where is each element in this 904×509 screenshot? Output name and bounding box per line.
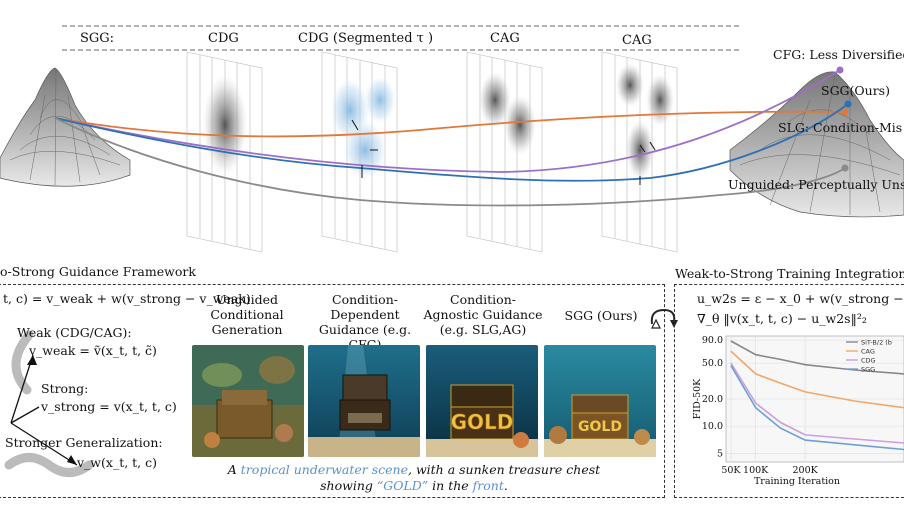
framework-equation: t, c) = v_weak + w(v_strong − v_weak) [3,291,251,306]
y-tick-label: 50.0 [702,358,723,369]
label-cfg: CFG: Less Diversified [773,47,904,62]
guidance-arrows [351,119,656,185]
caption-highlight-3: front [472,478,504,493]
series-line-sgg [730,365,904,451]
x-tick-label: 200K [792,465,818,476]
top-panel: SGG: CDG CDG (Segmented τ ) CAG CAG CFG:… [0,25,904,253]
label-slg: SLG: Condition-Mis [778,120,903,135]
column-head-slg: Condition-Agnostic Guidance (e.g. SLG,AG… [423,292,543,337]
endpoint-sgg [844,100,852,108]
weak-strong-arrows [4,330,94,477]
endpoint-cfg [836,66,844,74]
caption-text-5: . [503,478,508,493]
image-unguided [192,345,304,457]
caption-text-2: , with a sunken treasure chest [408,462,601,477]
x-axis-label: Training Iteration [754,476,840,487]
training-eq-2: ∇_θ ‖v(x_t, t, c) − u_w2s‖²₂ [697,311,867,326]
stage-label-cag-1: CAG [490,31,520,46]
stage-planes [186,51,678,253]
y-tick-label: 20.0 [702,394,723,405]
stage-label-cag-2: CAG [622,33,652,48]
training-box: u_w2s = ε − x_0 + w(v_strong − v_we ∇_θ … [674,284,904,498]
caption-text-3: showing [320,478,377,493]
framework-box: t, c) = v_weak + w(v_strong − v_weak) We… [0,284,665,498]
image-slg: GOLD [426,345,538,457]
stage-label-sgg: SGG: [80,31,115,46]
stronger-equation: v_w(x_t, t, c) [77,455,158,470]
left-distribution-surface [0,67,131,187]
gold-text-sgg: GOLD [578,419,622,435]
prompt-caption: A tropical underwater scene, with a sunk… [199,462,629,494]
strong-equation: v_strong = v(x_t, t, c) [41,399,177,414]
caption-text-1: A [227,462,241,477]
stage-label-cdg-segmented: CDG (Segmented τ ) [298,31,434,46]
trajectory-unguided [54,117,846,207]
legend-label: SiT-B/2 (b [861,339,892,347]
trajectory-slg [54,110,846,138]
x-tick-label: 100K [743,465,769,476]
training-title: Weak-to-Strong Training Integration [675,266,904,281]
y-axis-label: FID-50K [692,378,703,419]
series-line-cdg [730,362,904,444]
stage-label-cdg: CDG [208,31,239,46]
top-diagram [0,25,904,253]
stronger-label: Stronger Generalization: [5,435,163,450]
fid-chart: 90.0 50.0 20.0 10.0 5 50K 100K 200K FID-50K Train… [692,335,904,487]
legend-label: CDG [861,357,876,365]
weak-equation: v_weak = ṽ(x_t, t, c̃) [29,343,157,358]
gold-text-slg: GOLD [451,410,514,434]
legend-label: CAG [861,348,875,356]
training-eq-1: u_w2s = ε − x_0 + w(v_strong − v_we [697,291,904,306]
column-head-unguided: Unguided Conditional Generation [210,292,284,337]
trajectory-sgg [54,103,849,182]
caption-highlight-2: “GOLD” [376,478,429,493]
series-line-sit-b-2-b [730,340,904,375]
endpoint-unguided [841,164,849,172]
column-head-sgg: SGG (Ours) [564,308,638,323]
endpoint-slg [841,108,849,116]
right-distribution-surface [729,71,904,218]
y-tick-label: 90.0 [702,335,723,346]
strong-label: Strong: [41,381,89,396]
framework-title: o-Strong Guidance Framework [0,264,196,279]
weak-label: Weak (CDG/CAG): [17,325,132,340]
label-unguided: Unguided: Perceptually Unsat [728,177,904,192]
label-sgg: SGG(Ours) [821,83,890,98]
image-sgg: GOLD [544,345,656,457]
column-head-cfg: Condition-Dependent Guidance (e.g. CFG) [318,292,412,352]
image-cfg [308,345,420,457]
y-tick-label: 5 [717,448,723,459]
y-tick-label: 10.0 [702,421,723,432]
x-tick-label: 50K [721,465,741,476]
caption-highlight-1: tropical underwater scene [240,462,409,477]
trajectory-cfg [54,69,841,173]
caption-text-4: in the [428,478,473,493]
series-line-cag [730,350,904,409]
legend-label: SGG [861,366,875,374]
